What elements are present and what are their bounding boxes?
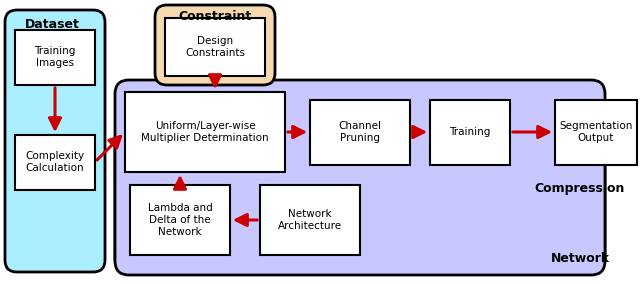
Bar	[165, 18, 265, 76]
Text: Design
Constraints: Design Constraints	[185, 36, 245, 58]
Text: Uniform/Layer-wise
Multiplier Determination: Uniform/Layer-wise Multiplier Determinat…	[141, 121, 269, 143]
Bar	[310, 100, 410, 165]
Bar	[15, 135, 95, 190]
FancyBboxPatch shape	[155, 5, 275, 85]
Bar	[125, 92, 285, 172]
Bar	[15, 30, 95, 85]
Text: Segmentation
Output: Segmentation Output	[559, 121, 633, 143]
Text: Complexity
Calculation: Complexity Calculation	[26, 151, 84, 173]
Text: Dataset: Dataset	[24, 18, 79, 31]
Bar	[555, 100, 637, 165]
Text: Channel
Pruning: Channel Pruning	[339, 121, 381, 143]
FancyBboxPatch shape	[115, 130, 605, 272]
Bar	[260, 185, 360, 255]
Text: Network
Architecture: Network Architecture	[278, 209, 342, 231]
Text: Lambda and
Delta of the
Network: Lambda and Delta of the Network	[148, 203, 212, 237]
Text: Constraint: Constraint	[179, 10, 252, 23]
Bar	[430, 100, 510, 165]
Text: Compression: Compression	[535, 182, 625, 195]
Bar	[130, 185, 230, 255]
FancyBboxPatch shape	[5, 10, 105, 272]
Text: Training
Images: Training Images	[35, 46, 76, 68]
Text: Training: Training	[449, 127, 491, 137]
FancyBboxPatch shape	[115, 80, 605, 275]
Text: Network: Network	[550, 252, 609, 265]
